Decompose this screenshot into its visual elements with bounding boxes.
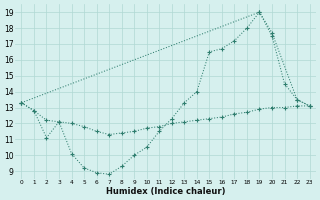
X-axis label: Humidex (Indice chaleur): Humidex (Indice chaleur) <box>106 187 225 196</box>
